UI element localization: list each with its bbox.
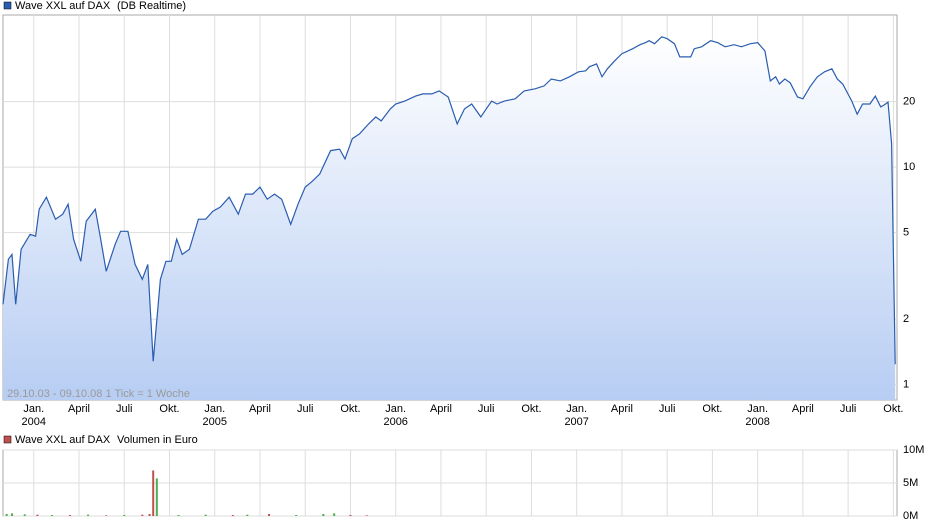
volume-bar xyxy=(204,514,207,516)
x-tick-label: April xyxy=(68,403,90,415)
x-tick-label: Jan. xyxy=(23,403,44,415)
y-tick-label: 10M xyxy=(903,444,924,456)
x-tick-label: Okt. xyxy=(702,403,722,415)
legend-label: Wave XXL auf DAX xyxy=(15,0,111,12)
y-tick-label: 20 xyxy=(903,95,915,107)
x-tick-label: April xyxy=(249,403,271,415)
y-tick-label: 5 xyxy=(903,226,909,238)
x-tick-label: Juli xyxy=(297,403,314,415)
volume-bar xyxy=(105,515,108,516)
volume-bar xyxy=(87,514,90,516)
volume-bar xyxy=(349,515,352,516)
x-tick-label: April xyxy=(430,403,452,415)
x-tick-label: Jan. xyxy=(385,403,406,415)
volume-bar xyxy=(141,514,144,516)
price-line xyxy=(2,36,896,365)
volume-bar xyxy=(11,513,14,516)
volume-bar xyxy=(23,514,26,516)
volume-bar xyxy=(36,514,39,516)
x-tick-label: Juli xyxy=(659,403,676,415)
volume-bar xyxy=(246,514,249,516)
volume-bar xyxy=(50,515,53,516)
x-tick-label: April xyxy=(611,403,633,415)
x-year-label: 2006 xyxy=(383,416,407,428)
x-year-label: 2007 xyxy=(564,416,588,428)
volume-bar xyxy=(365,515,368,516)
x-tick-label: Okt. xyxy=(340,403,360,415)
legend-unit: Volumen in Euro xyxy=(117,434,198,446)
y-tick-label: 10 xyxy=(903,161,915,173)
volume-bar xyxy=(152,470,155,516)
x-tick-label: Jan. xyxy=(566,403,587,415)
y-tick-label: 1 xyxy=(903,379,909,391)
volume-bar xyxy=(268,514,271,516)
legend-label: Wave XXL auf DAX xyxy=(15,434,111,446)
annotation: 29.10.03 - 09.10.08 1 Tick = 1 Woche xyxy=(7,388,190,400)
x-tick-label: April xyxy=(792,403,814,415)
y-tick-label: 2 xyxy=(903,313,909,325)
volume-bar xyxy=(295,515,298,516)
area-fill xyxy=(3,36,896,401)
x-year-label: 2004 xyxy=(22,416,46,428)
x-year-label: 2008 xyxy=(745,416,769,428)
legend-swatch xyxy=(3,435,12,444)
x-tick-label: Juli xyxy=(840,403,857,415)
y-tick-label: 0M xyxy=(903,510,918,522)
legend-swatch xyxy=(3,1,12,10)
x-tick-label: Jan. xyxy=(747,403,768,415)
volume-bar xyxy=(148,514,151,516)
x-year-label: 2005 xyxy=(202,416,226,428)
y-tick-label: 5M xyxy=(903,477,918,489)
volume-bar xyxy=(68,515,71,516)
volume-bar xyxy=(155,478,158,516)
x-tick-label: Okt. xyxy=(883,403,903,415)
volume-bar xyxy=(177,515,180,516)
volume-bar xyxy=(322,514,325,516)
x-tick-label: Okt. xyxy=(521,403,541,415)
volume-bar xyxy=(231,515,234,516)
x-tick-label: Okt. xyxy=(159,403,179,415)
legend-source: (DB Realtime) xyxy=(117,0,186,12)
x-tick-label: Juli xyxy=(478,403,495,415)
volume-bar xyxy=(123,515,126,516)
x-tick-label: Juli xyxy=(116,403,133,415)
volume-bar xyxy=(5,514,8,516)
volume-bar xyxy=(333,513,336,516)
x-tick-label: Jan. xyxy=(204,403,225,415)
